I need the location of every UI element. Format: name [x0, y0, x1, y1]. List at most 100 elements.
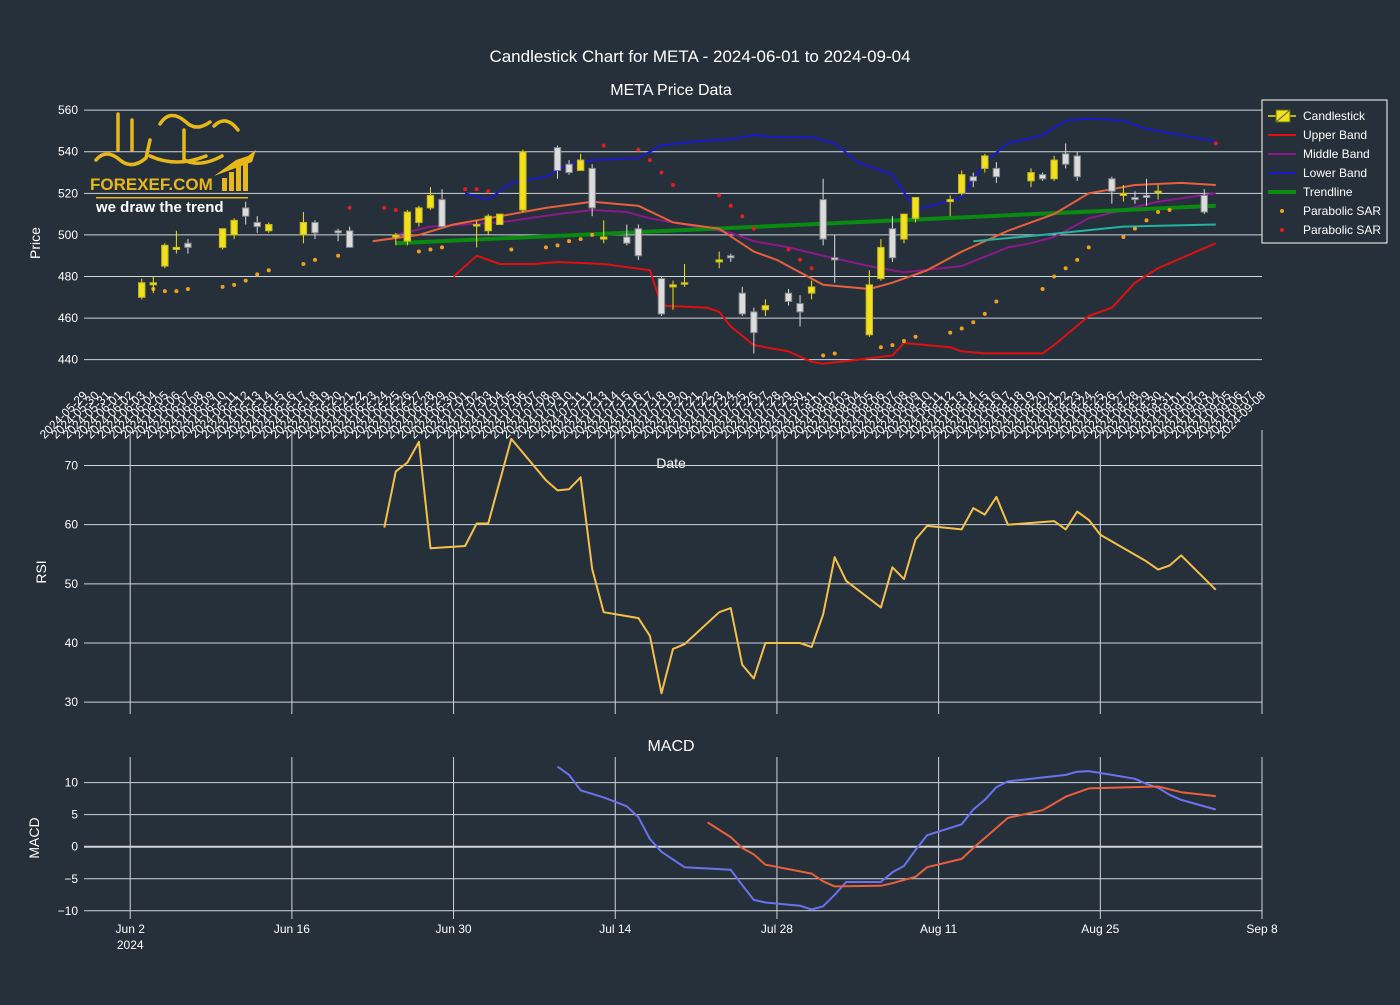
- candle-body: [634, 228, 643, 257]
- candle-body: [496, 213, 504, 226]
- sar-bull-dot: [1156, 210, 1161, 215]
- candle-body: [680, 282, 689, 285]
- sar-bull-dot: [301, 262, 306, 267]
- candle-body: [796, 303, 804, 313]
- candle-body: [253, 221, 261, 228]
- x-date-tick-label: Jun 2: [116, 922, 146, 936]
- sar-bull-dot: [266, 268, 271, 273]
- sar-bear-dot: [382, 205, 387, 210]
- rsi-line: [383, 437, 1217, 695]
- candle-body: [1119, 192, 1128, 196]
- candle-body: [1038, 174, 1047, 180]
- sar-bull-dot: [901, 338, 906, 343]
- candle-body: [184, 242, 192, 248]
- moving-average-line: [372, 181, 1216, 290]
- candle-body: [992, 167, 1001, 178]
- logo-brand: FOREXEF.COM: [90, 175, 213, 194]
- sar-bull-dot: [509, 247, 514, 252]
- candle-body: [807, 286, 816, 294]
- sar-bear-dot: [740, 214, 745, 219]
- legend-sar-dot: [1280, 209, 1284, 213]
- candle-body: [981, 155, 989, 169]
- candle-body: [230, 219, 238, 236]
- legend-label: Middle Band: [1303, 147, 1370, 161]
- sar-bear-dot: [601, 143, 606, 148]
- price-y-tick-label: 540: [58, 145, 78, 159]
- x-date-tick-label: Aug 25: [1081, 922, 1119, 936]
- price-panel: 4404604805005205405602024-05-292024-05-3…: [37, 103, 1269, 441]
- legend-label: Parabolic SAR: [1303, 204, 1381, 218]
- candle-body: [600, 236, 608, 240]
- candle-body: [830, 257, 839, 261]
- sar-bull-dot: [821, 353, 826, 358]
- logo-arabic-script: [94, 112, 240, 167]
- sar-bull-dot: [832, 351, 837, 356]
- sar-bull-dot: [971, 320, 976, 325]
- moving-average-line: [973, 223, 1216, 243]
- price-y-tick-label: 560: [58, 103, 78, 117]
- sar-bear-dot: [659, 170, 664, 175]
- logo-bars-icon: [214, 150, 256, 191]
- legend-box: [1261, 99, 1388, 244]
- candle-body: [1108, 178, 1116, 192]
- candle-body: [565, 163, 573, 174]
- sar-bull-dot: [243, 278, 248, 283]
- x-date-tick-label: Jul 14: [599, 922, 631, 936]
- legend-label: Upper Band: [1303, 128, 1367, 142]
- lower-band-line: [464, 117, 1216, 211]
- candle-body: [877, 246, 885, 280]
- price-x-axis-title: Date: [656, 455, 686, 471]
- sar-bull-dot: [1086, 245, 1091, 250]
- sar-bull-dot: [982, 311, 987, 316]
- rsi-y-axis-title: RSI: [33, 560, 49, 583]
- sar-bull-dot: [336, 253, 341, 258]
- sar-bull-dot: [1040, 286, 1045, 291]
- sar-bull-dot: [555, 243, 560, 248]
- x-date-tick-label: Jun 30: [436, 922, 472, 936]
- price-y-tick-label: 440: [58, 353, 78, 367]
- price-y-tick-label: 480: [58, 270, 78, 284]
- candle-body: [761, 305, 770, 311]
- candle-body: [1073, 155, 1081, 178]
- sar-bull-dot: [994, 299, 999, 304]
- candle-body: [946, 199, 954, 203]
- rsi-y-tick-label: 60: [65, 518, 79, 532]
- candle-body: [969, 176, 977, 182]
- macd-panel-title: MACD: [647, 738, 694, 755]
- macd-signal-line: [707, 785, 1216, 888]
- sar-bear-dot: [647, 158, 652, 163]
- rsi-panel: 30 40 50 60 70: [65, 430, 1263, 714]
- macd-y-axis-title: MACD: [26, 817, 42, 858]
- sar-bear-dot: [751, 226, 756, 231]
- price-y-tick-label: 460: [58, 311, 78, 325]
- sar-bull-dot: [1167, 207, 1172, 212]
- sar-bear-dot: [393, 207, 398, 212]
- sar-bull-dot: [232, 282, 237, 287]
- candle-body: [161, 244, 169, 267]
- candle-body: [1027, 172, 1035, 182]
- candle-body: [819, 199, 827, 240]
- macd-y-tick-label: −5: [64, 872, 78, 886]
- candle-body: [403, 211, 412, 242]
- sar-bull-dot: [440, 245, 445, 250]
- candle-body: [265, 224, 273, 232]
- sar-bear-dot: [636, 147, 641, 152]
- candle-body: [623, 236, 631, 244]
- sar-bull-dot: [913, 334, 918, 339]
- candle-body: [438, 199, 446, 228]
- candle-body: [1142, 194, 1151, 198]
- sar-bull-dot: [578, 237, 583, 242]
- sar-bull-dot: [1063, 266, 1068, 271]
- macd-panel: −10 −5 0 5 10 Jun 2 2024 Jun 16 Jun 30 Jul 14 Jul …: [58, 757, 1278, 952]
- sar-bull-dot: [1144, 218, 1149, 223]
- candle-body: [172, 246, 181, 250]
- candle-body: [299, 221, 308, 236]
- price-y-tick-label: 500: [58, 228, 78, 242]
- candle-body: [1131, 196, 1139, 201]
- candle-body: [715, 259, 723, 263]
- macd-y-tick-label: 0: [71, 840, 78, 854]
- candle-body: [392, 234, 400, 238]
- legend-candle-hatch: [1275, 109, 1291, 123]
- sar-bear-dot: [798, 257, 803, 262]
